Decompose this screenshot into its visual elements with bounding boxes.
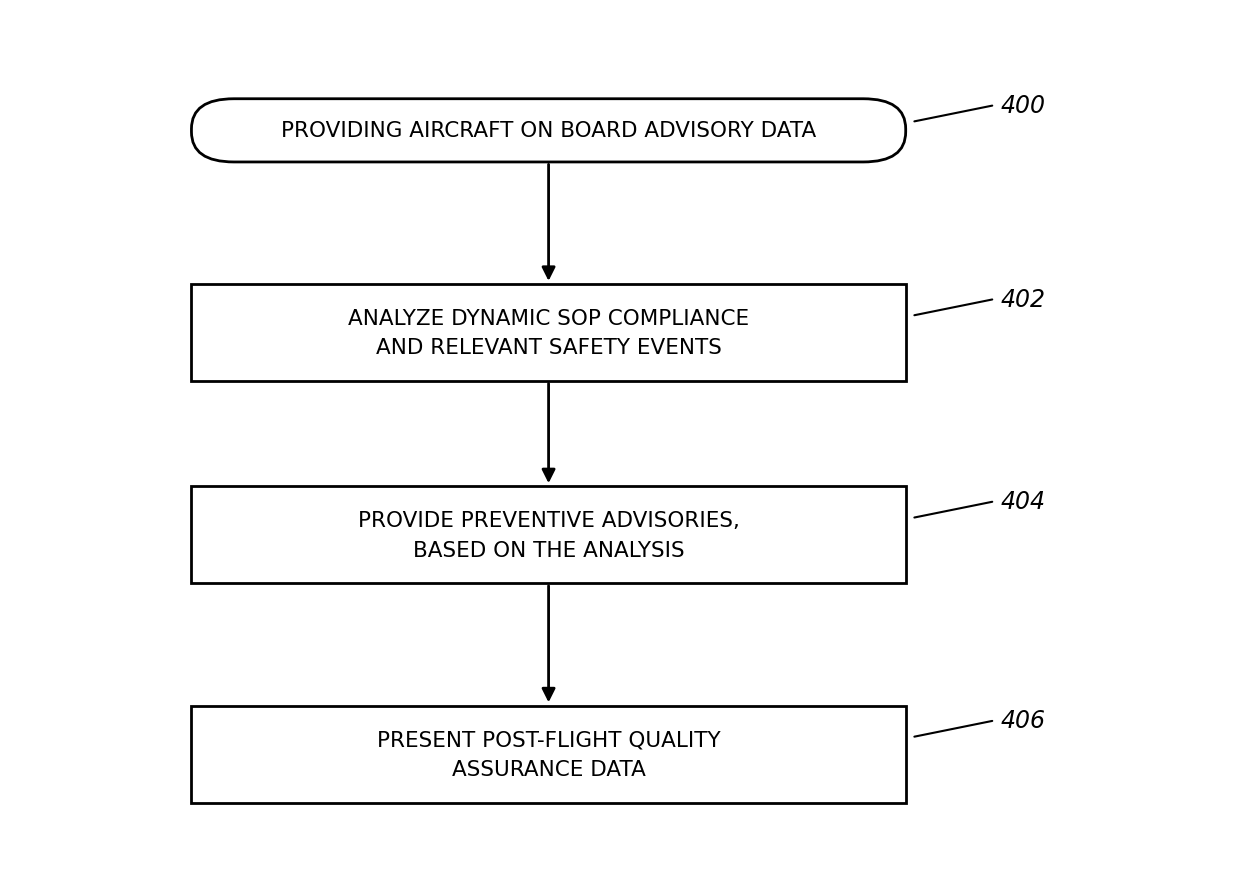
Text: 406: 406 <box>1001 709 1045 732</box>
Text: ANALYZE DYNAMIC SOP COMPLIANCE
AND RELEVANT SAFETY EVENTS: ANALYZE DYNAMIC SOP COMPLIANCE AND RELEV… <box>348 309 749 358</box>
Text: PRESENT POST-FLIGHT QUALITY
ASSURANCE DATA: PRESENT POST-FLIGHT QUALITY ASSURANCE DA… <box>377 730 720 779</box>
Text: 404: 404 <box>1001 489 1045 514</box>
FancyBboxPatch shape <box>191 706 905 802</box>
FancyBboxPatch shape <box>191 487 905 584</box>
Text: PROVIDING AIRCRAFT ON BOARD ADVISORY DATA: PROVIDING AIRCRAFT ON BOARD ADVISORY DAT… <box>281 121 816 141</box>
Text: 400: 400 <box>1001 94 1045 118</box>
Text: PROVIDE PREVENTIVE ADVISORIES,
BASED ON THE ANALYSIS: PROVIDE PREVENTIVE ADVISORIES, BASED ON … <box>357 510 739 560</box>
Text: 402: 402 <box>1001 288 1045 311</box>
FancyBboxPatch shape <box>191 285 905 381</box>
FancyBboxPatch shape <box>191 100 905 163</box>
